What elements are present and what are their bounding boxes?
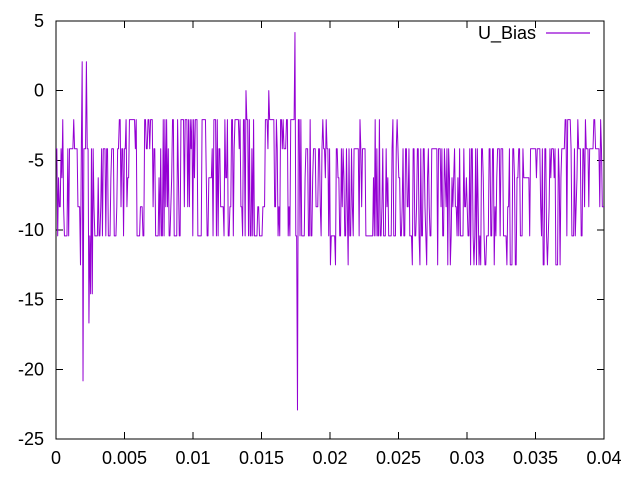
y-tick-label: 5: [34, 11, 44, 31]
x-tick-label: 0.01: [175, 448, 210, 468]
y-tick-label: -15: [18, 290, 44, 310]
series-u-bias: [56, 32, 604, 411]
x-tick-label: 0.025: [376, 448, 421, 468]
x-tick-label: 0.02: [312, 448, 347, 468]
y-tick-label: -25: [18, 429, 44, 449]
x-tick-label: 0.005: [102, 448, 147, 468]
y-tick-label: -10: [18, 220, 44, 240]
axes: 0 0.005 0.01 0.015 0.02 0.025 0.03 0.035 0.0450-…: [18, 11, 622, 468]
y-tick-label: -5: [28, 150, 44, 170]
x-tick-label: 0: [51, 448, 61, 468]
legend-label: U_Bias: [478, 23, 536, 44]
signal-line-u-bias: [56, 32, 604, 411]
x-tick-label: 0.035: [513, 448, 558, 468]
x-tick-label: 0.03: [449, 448, 484, 468]
y-tick-label: 0: [34, 81, 44, 101]
y-tick-label: -20: [18, 359, 44, 379]
x-tick-label: 0.015: [239, 448, 284, 468]
legend: U_Bias: [478, 23, 590, 44]
x-tick-label: 0.04: [586, 448, 621, 468]
